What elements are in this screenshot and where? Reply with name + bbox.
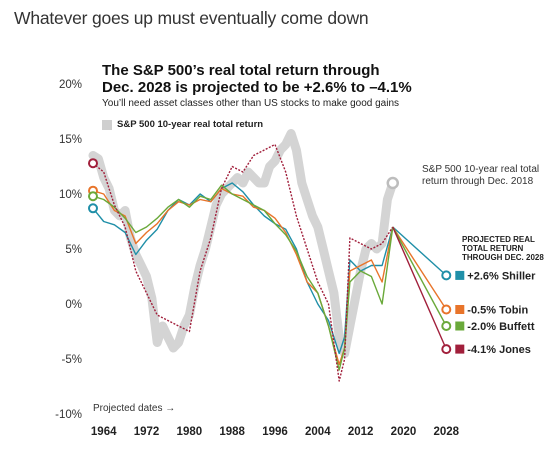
y-tick-label: 15% bbox=[59, 134, 82, 146]
x-tick-label: 1996 bbox=[262, 426, 288, 438]
y-tick-label: -5% bbox=[62, 354, 82, 366]
current-return-annotation: S&P 500 10-year real total bbox=[422, 164, 539, 175]
projection-buffett-swatch bbox=[455, 321, 465, 331]
projection-jones-end-marker bbox=[441, 344, 452, 355]
x-axis-labels: 1964 1972 1980 1988 1996 2004 2012 2020 2028 Proj… bbox=[91, 403, 460, 438]
x-tick-label: 1964 bbox=[91, 426, 117, 438]
projection-buffett-line bbox=[392, 226, 447, 327]
x-tick-label: 2012 bbox=[348, 426, 374, 438]
projection-tobin-swatch bbox=[455, 305, 465, 314]
y-tick-label: 20% bbox=[59, 79, 82, 91]
projection-shiller-end-marker bbox=[441, 270, 452, 281]
series-jones-start-marker bbox=[88, 158, 98, 169]
series-layer bbox=[88, 129, 398, 382]
x-tick-label: 2028 bbox=[433, 426, 459, 438]
chart-title: The S&P 500’s real total return through … bbox=[102, 62, 412, 96]
current-return-annotation: return through Dec. 2018 bbox=[422, 176, 534, 187]
series-jones-line bbox=[92, 143, 394, 382]
y-tick-label: 0% bbox=[65, 299, 82, 311]
projection-buffett-end-marker bbox=[441, 321, 452, 331]
x-tick-label: 2004 bbox=[305, 426, 331, 438]
projection-shiller-swatch bbox=[455, 270, 465, 280]
y-tick-label: -10% bbox=[55, 409, 82, 421]
x-tick-label: 1972 bbox=[134, 426, 160, 438]
projection-tobin-line bbox=[392, 226, 447, 310]
projected-header: PROJECTED REAL bbox=[462, 235, 535, 244]
chart-title-line-1: The S&P 500’s real total return through bbox=[102, 62, 380, 79]
x-tick-label: 1988 bbox=[219, 426, 245, 438]
x-tick-label: 2020 bbox=[391, 426, 417, 438]
y-tick-label: 10% bbox=[59, 189, 82, 201]
legend-label: S&P 500 10-year real total return bbox=[117, 119, 264, 130]
projection-shiller-label: +2.6% Shiller bbox=[467, 270, 536, 282]
chart-legend: S&P 500 10-year real total return bbox=[102, 119, 263, 130]
projected-header: THROUGH DEC. 2028 bbox=[462, 253, 544, 262]
y-tick-label: 5% bbox=[65, 244, 82, 256]
current-return-marker bbox=[386, 176, 400, 190]
series-shiller-line bbox=[92, 182, 394, 355]
chart-title-line-2: Dec. 2028 is projected to be +2.6% to –4… bbox=[102, 79, 412, 96]
projection-jones-line bbox=[392, 226, 447, 350]
projection-buffett-label: -2.0% Buffett bbox=[467, 321, 535, 333]
series-actual-line bbox=[88, 129, 398, 358]
projection-tobin-label: -0.5% Tobin bbox=[467, 305, 528, 317]
page-heading: Whatever goes up must eventually come do… bbox=[14, 8, 369, 28]
chart-subtitle: You’ll need asset classes other than US … bbox=[102, 98, 400, 109]
y-axis-labels: 20% 15% 10% 5% 0% -5% -10% bbox=[55, 79, 82, 421]
projection-tobin-end-marker bbox=[441, 304, 452, 315]
x-tick-label: 1980 bbox=[177, 426, 203, 438]
projected-header: TOTAL RETURN bbox=[462, 244, 524, 253]
projected-dates-label: Projected dates → bbox=[93, 403, 175, 414]
projection-layer: +2.6% Shiller -0.5% Tobin -2.0% Buffett -4.… bbox=[392, 226, 536, 356]
projection-jones-swatch bbox=[455, 344, 465, 354]
legend-swatch bbox=[102, 119, 112, 130]
projection-shiller-line bbox=[392, 226, 447, 276]
series-shiller-start-marker bbox=[88, 203, 98, 214]
projection-jones-label: -4.1% Jones bbox=[467, 344, 531, 356]
series-buffett-start-marker bbox=[88, 191, 98, 202]
